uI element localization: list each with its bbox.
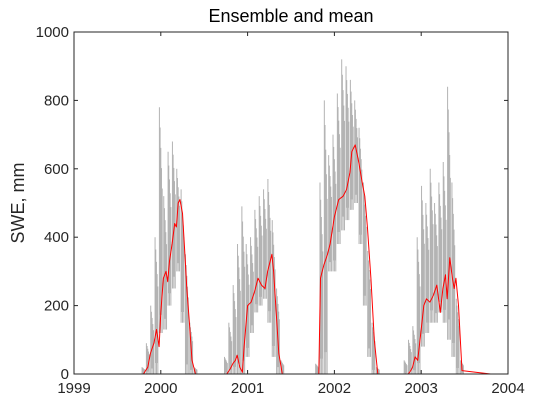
x-tick-label: 2000 — [144, 380, 177, 397]
y-tick-label: 400 — [44, 229, 69, 246]
y-tick-label: 800 — [44, 92, 69, 109]
chart-title: Ensemble and mean — [208, 6, 373, 26]
x-tick-label: 1999 — [57, 380, 90, 397]
plot-frame — [73, 31, 509, 375]
y-tick-label: 200 — [44, 298, 69, 315]
x-tick-label: 2001 — [231, 380, 264, 397]
y-tick-label: 0 — [61, 366, 69, 383]
y-axis-label: SWE, mm — [8, 163, 28, 244]
y-tick-label: 600 — [44, 161, 69, 178]
x-tick-label: 2003 — [405, 380, 438, 397]
ticks-layer: 1999 2000 2001 2002 2003 2004 0 200 400 600 800 100… — [36, 24, 525, 397]
y-tick-label: 1000 — [36, 24, 69, 41]
x-tick-label: 2004 — [491, 380, 524, 397]
x-tick-label: 2002 — [318, 380, 351, 397]
